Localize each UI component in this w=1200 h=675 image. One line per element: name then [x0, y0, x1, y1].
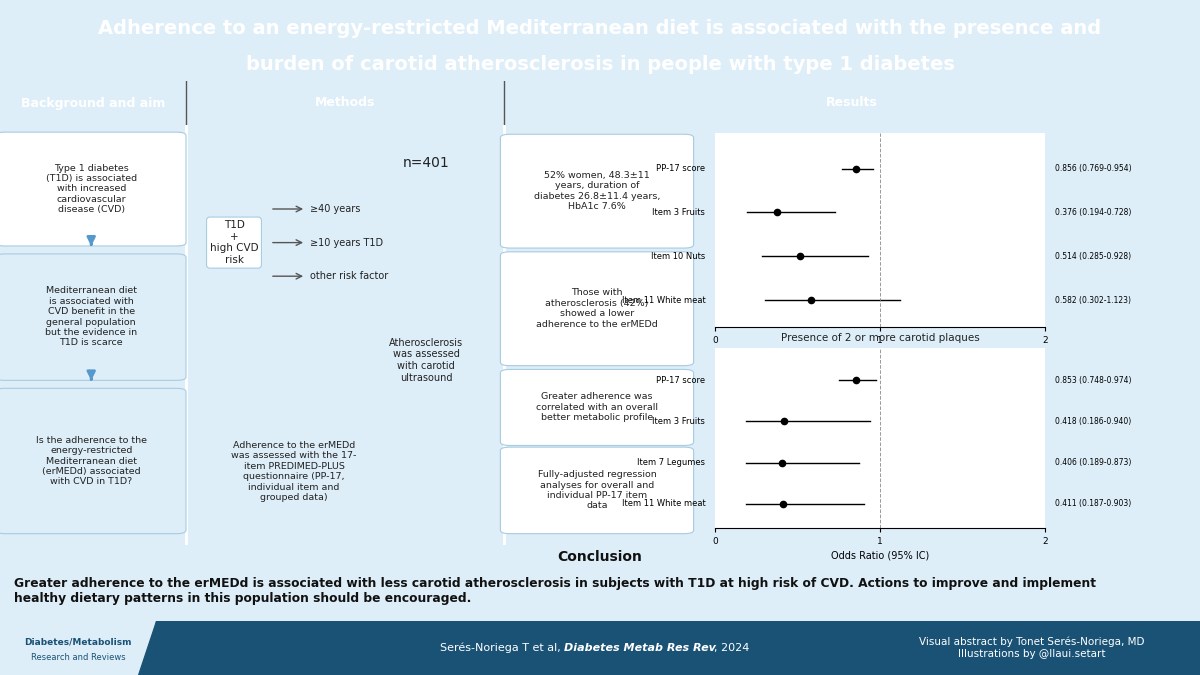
- FancyBboxPatch shape: [500, 369, 694, 446]
- Text: Type 1 diabetes
(T1D) is associated
with increased
cardiovascular
disease (CVD): Type 1 diabetes (T1D) is associated with…: [46, 163, 137, 214]
- Text: Item 7 Legumes: Item 7 Legumes: [637, 458, 706, 467]
- Text: 0.406 (0.189-0.873): 0.406 (0.189-0.873): [1055, 458, 1132, 467]
- Text: n=401: n=401: [403, 156, 449, 170]
- Text: 0.853 (0.748-0.974): 0.853 (0.748-0.974): [1055, 376, 1132, 385]
- Text: Fully-adjusted regression
analyses for overall and
individual PP-17 item
data: Fully-adjusted regression analyses for o…: [538, 470, 656, 510]
- Text: Atherosclerosis
was assessed
with carotid
ultrasound: Atherosclerosis was assessed with caroti…: [389, 338, 463, 383]
- X-axis label: Odds Ratio (95% IC): Odds Ratio (95% IC): [832, 349, 929, 359]
- Text: Item 11 White meat: Item 11 White meat: [622, 296, 706, 304]
- Text: 0.856 (0.769-0.954): 0.856 (0.769-0.954): [1055, 164, 1132, 173]
- Text: Item 3 Fruits: Item 3 Fruits: [653, 208, 706, 217]
- Text: , 2024: , 2024: [714, 643, 749, 653]
- Text: PP-17 score: PP-17 score: [656, 164, 706, 173]
- Text: Research and Reviews: Research and Reviews: [31, 653, 125, 662]
- Text: Adherence to the erMEDd
was assessed with the 17-
item PREDIMED-PLUS
questionnai: Adherence to the erMEDd was assessed wit…: [232, 441, 356, 502]
- Text: 52% women, 48.3±11
years, duration of
diabetes 26.8±11.4 years,
HbA1c 7.6%: 52% women, 48.3±11 years, duration of di…: [534, 171, 660, 211]
- Text: burden of carotid atherosclerosis in people with type 1 diabetes: burden of carotid atherosclerosis in peo…: [246, 55, 954, 74]
- FancyBboxPatch shape: [0, 254, 186, 380]
- Title: Presence of 2 or more carotid plaques: Presence of 2 or more carotid plaques: [781, 333, 979, 343]
- Text: Greater adherence to the erMEDd is associated with less carotid atherosclerosis : Greater adherence to the erMEDd is assoc…: [14, 577, 1097, 605]
- Text: Adherence to an energy-restricted Mediterranean diet is associated with the pres: Adherence to an energy-restricted Medite…: [98, 19, 1102, 38]
- Text: 0.376 (0.194-0.728): 0.376 (0.194-0.728): [1055, 208, 1132, 217]
- Text: Item 3 Fruits: Item 3 Fruits: [653, 417, 706, 426]
- Text: Serés-Noriega T et al,: Serés-Noriega T et al,: [439, 643, 564, 653]
- Text: ≥10 years T1D: ≥10 years T1D: [310, 238, 383, 248]
- Text: Visual abstract by Tonet Serés-Noriega, MD
Illustrations by @llaui.setart: Visual abstract by Tonet Serés-Noriega, …: [919, 637, 1145, 659]
- Text: PP-17 score: PP-17 score: [656, 376, 706, 385]
- Text: Mediterranean diet
is associated with
CVD benefit in the
general population
but : Mediterranean diet is associated with CV…: [46, 286, 137, 348]
- Text: Item 10 Nuts: Item 10 Nuts: [652, 252, 706, 261]
- FancyBboxPatch shape: [500, 252, 694, 366]
- Text: Results: Results: [826, 97, 878, 109]
- FancyBboxPatch shape: [0, 388, 186, 534]
- Text: Item 11 White meat: Item 11 White meat: [622, 499, 706, 508]
- Text: Background and aim: Background and aim: [20, 97, 166, 109]
- Text: Diabetes/Metabolism: Diabetes/Metabolism: [24, 637, 132, 646]
- Text: 0.514 (0.285-0.928): 0.514 (0.285-0.928): [1055, 252, 1132, 261]
- Text: Is the adherence to the
energy-restricted
Mediterranean diet
(erMEDd) associated: Is the adherence to the energy-restricte…: [36, 435, 146, 486]
- Text: 0.411 (0.187-0.903): 0.411 (0.187-0.903): [1055, 499, 1132, 508]
- Text: 0.418 (0.186-0.940): 0.418 (0.186-0.940): [1055, 417, 1132, 426]
- Text: T1D
+
high CVD
risk: T1D + high CVD risk: [210, 220, 258, 265]
- FancyBboxPatch shape: [0, 132, 186, 246]
- FancyBboxPatch shape: [500, 447, 694, 534]
- Text: other risk factor: other risk factor: [310, 271, 388, 281]
- Text: ≥40 years: ≥40 years: [310, 204, 360, 214]
- Bar: [156, 621, 1200, 675]
- Polygon shape: [138, 621, 156, 675]
- Text: Methods: Methods: [314, 97, 376, 109]
- FancyBboxPatch shape: [500, 134, 694, 248]
- X-axis label: Odds Ratio (95% IC): Odds Ratio (95% IC): [832, 550, 929, 560]
- Text: Conclusion: Conclusion: [558, 550, 642, 564]
- Text: Diabetes Metab Res Rev: Diabetes Metab Res Rev: [564, 643, 716, 653]
- Text: 0.582 (0.302-1.123): 0.582 (0.302-1.123): [1055, 296, 1132, 304]
- Text: Greater adherence was
correlated with an overall
better metabolic profile: Greater adherence was correlated with an…: [536, 392, 658, 422]
- Text: Those with
atherosclerosis (42%)
showed a lower
adherence to the erMEDd: Those with atherosclerosis (42%) showed …: [536, 288, 658, 329]
